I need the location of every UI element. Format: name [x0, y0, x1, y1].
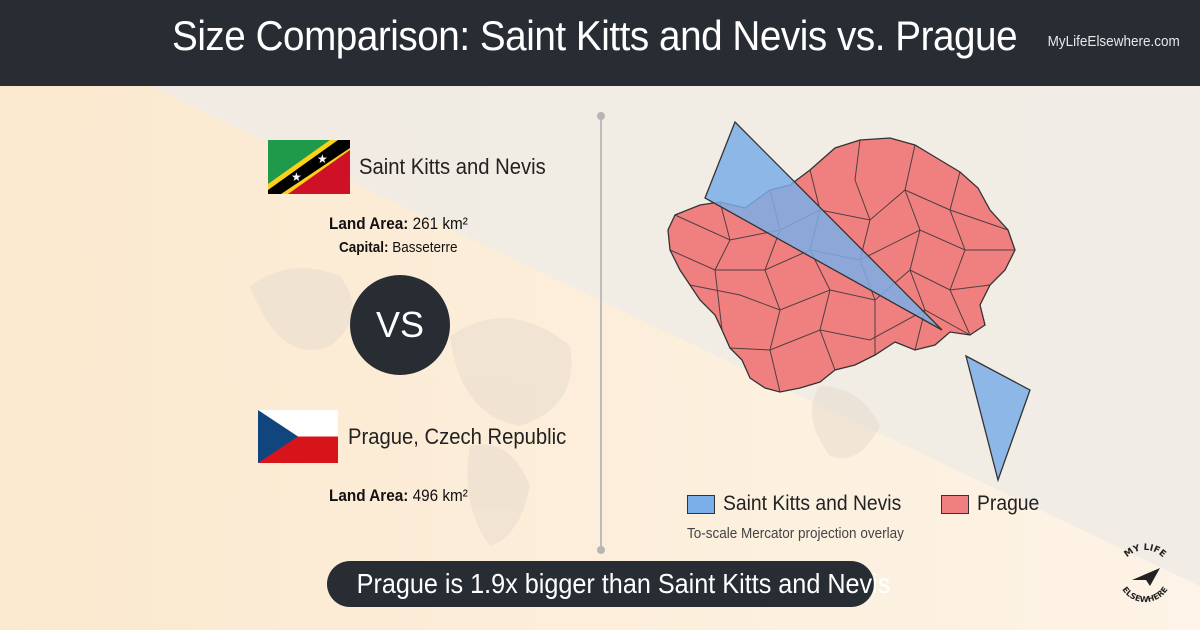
- page-title: Size Comparison: Saint Kitts and Nevis v…: [172, 12, 1018, 59]
- saint-kitts-swatch: [687, 494, 715, 514]
- site-name[interactable]: MyLifeElsewhere.com: [1047, 33, 1180, 50]
- place2-name: Prague, Czech Republic: [348, 424, 567, 449]
- legend-item-prague: Prague: [940, 492, 1045, 516]
- divider: [597, 112, 605, 554]
- legend-item-saint-kitts: Saint Kitts and Nevis: [687, 492, 917, 516]
- place2-land-area: Land Area: 496 km²: [329, 486, 468, 506]
- prague-swatch: [940, 494, 969, 514]
- svg-text:★: ★: [291, 170, 302, 184]
- place1-name: Saint Kitts and Nevis: [359, 154, 546, 179]
- land-area-value: 496 km²: [412, 486, 468, 505]
- svg-text:ELSEWHERE: ELSEWHERE: [1120, 585, 1169, 604]
- capital-label: Capital:: [339, 239, 389, 256]
- place1-capital: Capital: Basseterre: [339, 239, 458, 256]
- result-text: Prague is 1.9x bigger than Saint Kitts a…: [356, 568, 891, 599]
- land-area-value: 261 km²: [412, 214, 468, 233]
- land-area-label: Land Area:: [329, 214, 409, 233]
- saint-kitts-shape-1: [704, 120, 943, 331]
- projection-note: To-scale Mercator projection overlay: [687, 525, 904, 542]
- svg-text:★: ★: [317, 152, 328, 166]
- header-bar: Size Comparison: Saint Kitts and Nevis v…: [0, 0, 1200, 86]
- map-legend: Saint Kitts and Nevis Prague: [687, 492, 1062, 520]
- land-area-label: Land Area:: [329, 486, 409, 505]
- czech-flag-icon: [258, 410, 338, 463]
- capital-value: Basseterre: [392, 239, 458, 256]
- vs-badge: VS: [350, 275, 450, 375]
- saint-kitts-shape-2: [965, 354, 1031, 483]
- saint-kitts-flag-icon: ★ ★: [268, 140, 350, 194]
- place1-land-area: Land Area: 261 km²: [329, 214, 468, 234]
- legend-label: Prague: [976, 492, 1039, 515]
- size-overlay-map: [667, 120, 1031, 483]
- result-banner: Prague is 1.9x bigger than Saint Kitts a…: [327, 561, 890, 607]
- svg-text:MY LIFE: MY LIFE: [1123, 543, 1168, 560]
- my-life-elsewhere-logo: MY LIFE ELSEWHERE: [1120, 543, 1169, 604]
- legend-label: Saint Kitts and Nevis: [723, 492, 902, 515]
